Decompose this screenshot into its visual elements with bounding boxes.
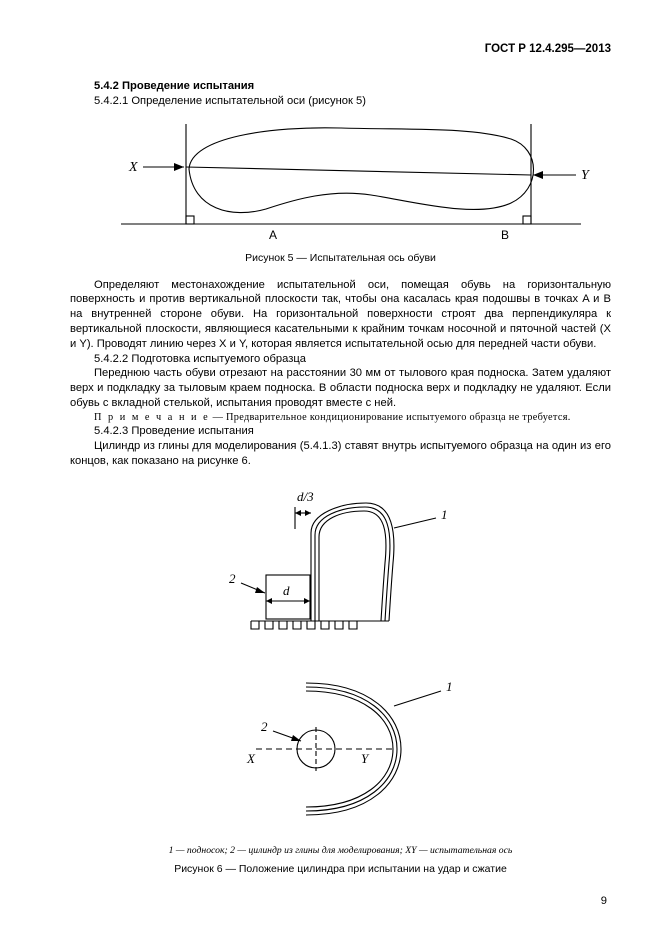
fig6-top-y: Y [361,751,370,766]
paragraph-3: Цилиндр из глины для моделирования (5.4.… [70,439,611,469]
fig6-top-2: 2 [261,719,268,734]
figure-6-side-svg: d/3 d 2 1 [211,483,471,643]
note-text: — Предварительное кондиционирование испы… [210,412,571,423]
fig5-a-label: A [269,228,277,242]
note-line: П р и м е ч а н и е — Предварительное ко… [70,411,611,425]
paragraph-2: Переднюю часть обуви отрезают на расстоя… [70,366,611,410]
figure-6-legend: 1 — подносок; 2 — цилиндр из глины для м… [70,845,611,858]
paragraph-1: Определяют местонахождение испытательной… [70,278,611,352]
fig6-top-x: X [246,751,256,766]
section-5-4-2-title: 5.4.2 Проведение испытания [70,79,611,94]
figure-5-caption: Рисунок 5 — Испытательная ось обуви [70,252,611,266]
note-label: П р и м е ч а н и е [94,412,210,423]
page-number: 9 [601,894,607,909]
section-5-4-2-2: 5.4.2.2 Подготовка испытуемого образца [70,352,611,367]
fig5-y-label: Y [581,168,591,183]
fig5-x-label: X [128,160,138,175]
fig5-b-label: B [501,228,509,242]
figure-5-svg: X Y A B [81,109,601,244]
fig6-top-1: 1 [446,679,453,694]
section-5-4-2-1: 5.4.2.1 Определение испытательной оси (р… [70,94,611,109]
section-5-4-2-3: 5.4.2.3 Проведение испытания [70,424,611,439]
fig6-side-2: 2 [229,571,236,586]
fig6-d3-label: d/3 [297,489,314,504]
fig6-side-1: 1 [441,507,448,522]
fig6-d-label: d [283,583,290,598]
section-5-4-2-title-text: 5.4.2 Проведение испытания [94,80,254,92]
figure-6-caption: Рисунок 6 — Положение цилиндра при испыт… [70,863,611,877]
figure-6-top-svg: 2 1 X Y [211,661,471,831]
standard-code: ГОСТ Р 12.4.295—2013 [70,42,611,57]
